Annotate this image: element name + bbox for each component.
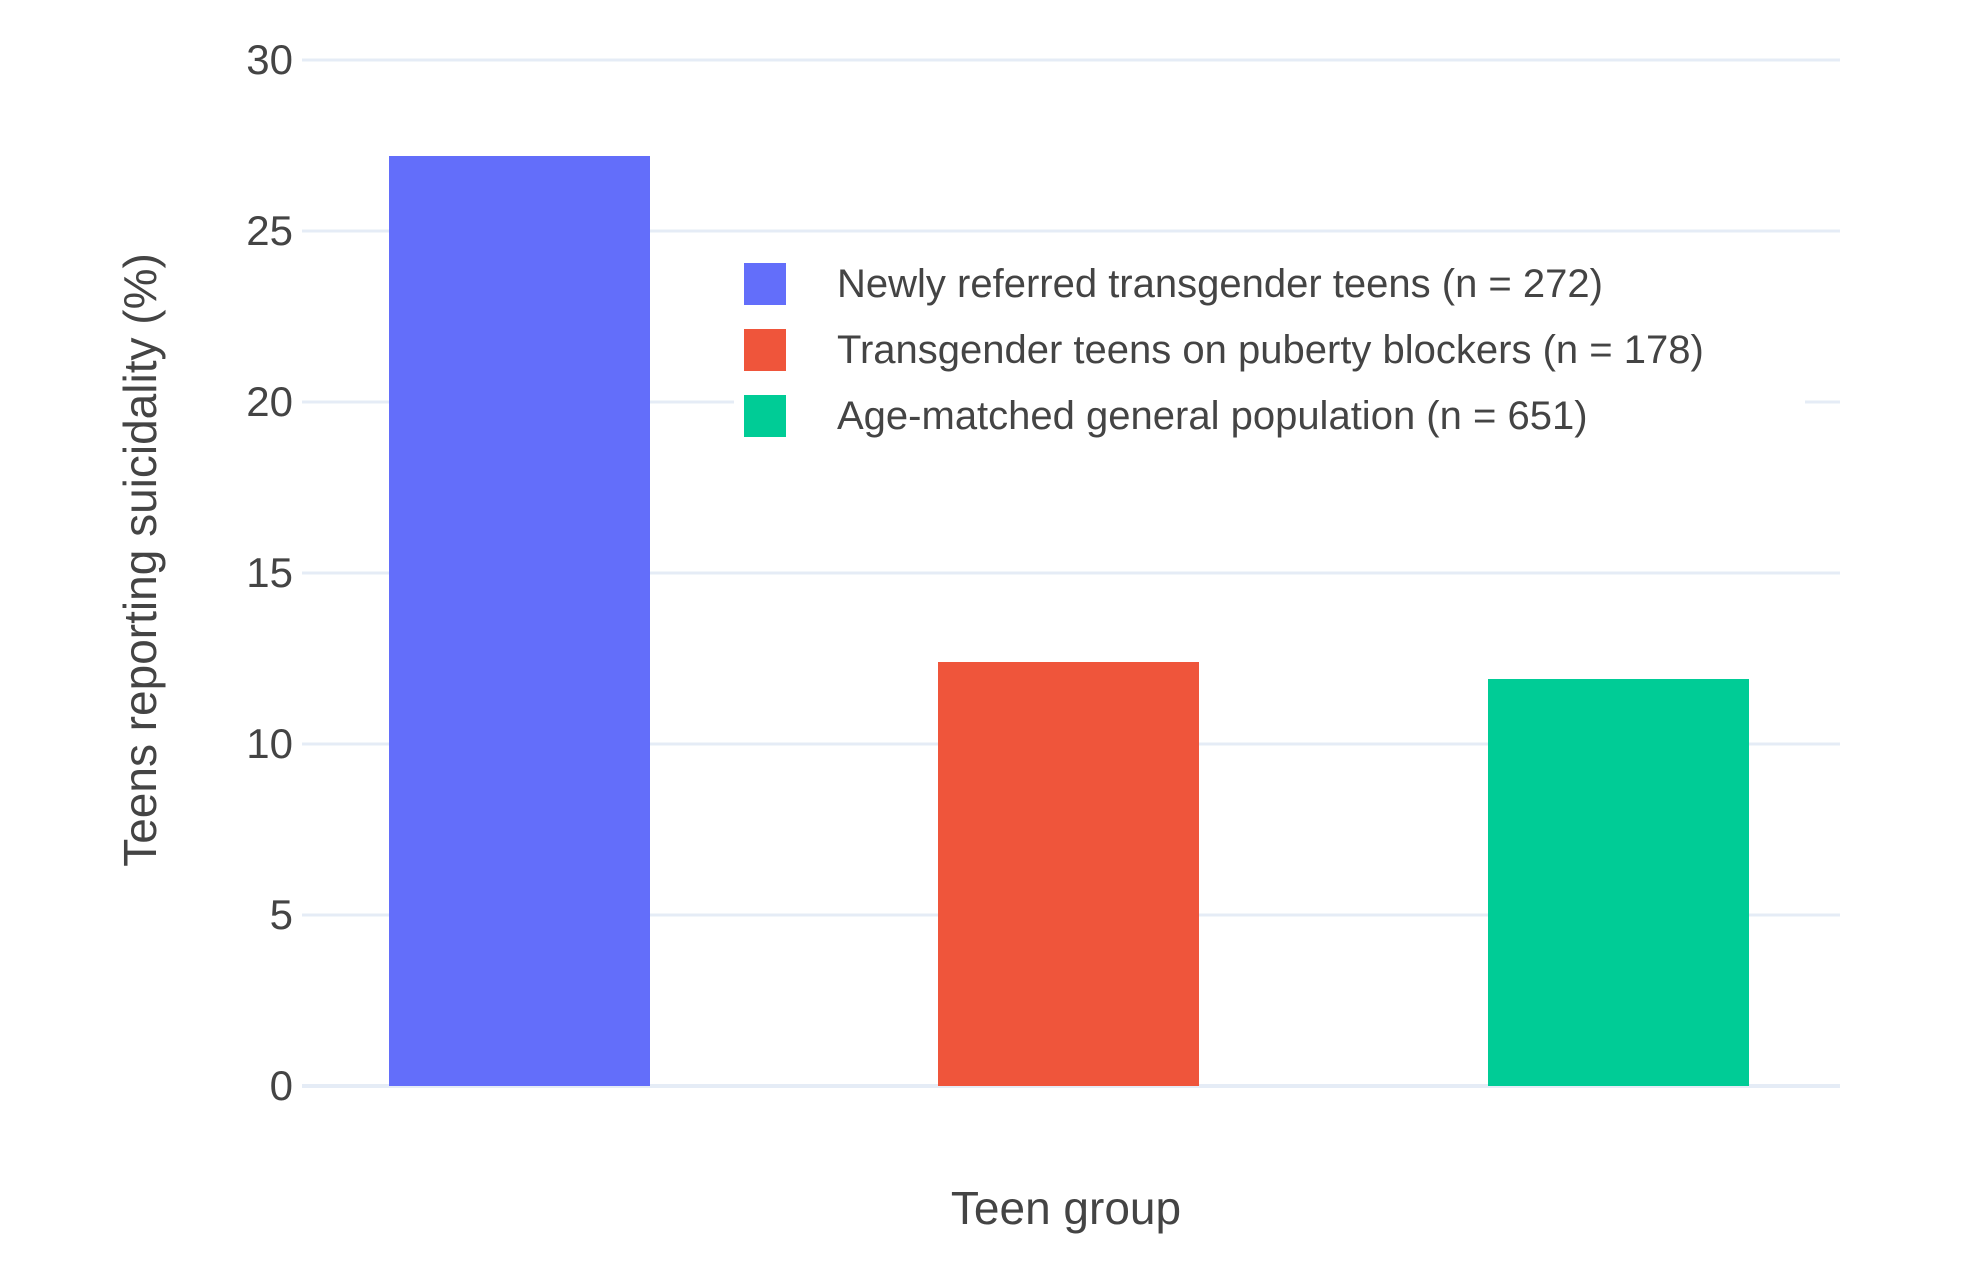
y-tick-label: 30 <box>246 36 293 83</box>
legend: Newly referred transgender teens (n = 27… <box>734 243 1805 457</box>
legend-color-swatch <box>744 263 786 305</box>
bar-transgender-teens-on-puberty-blockers <box>938 662 1199 1086</box>
zero-line <box>302 1084 1840 1088</box>
gridline <box>302 571 1840 575</box>
y-tick-label: 20 <box>246 378 293 425</box>
legend-color-swatch <box>744 329 786 371</box>
legend-label: Transgender teens on puberty blockers (n… <box>837 327 1704 372</box>
y-tick-label: 10 <box>246 720 293 767</box>
legend-item-general-population[interactable]: Age-matched general population (n = 651) <box>734 383 1805 449</box>
gridline <box>302 229 1840 233</box>
legend-label: Age-matched general population (n = 651) <box>837 393 1588 438</box>
legend-color-swatch <box>744 395 786 437</box>
legend-label: Newly referred transgender teens (n = 27… <box>837 261 1603 306</box>
gridline <box>302 58 1840 62</box>
bar-age-matched-general-population <box>1488 679 1749 1086</box>
plot-area: Newly referred transgender teens (n = 27… <box>302 58 1840 1088</box>
legend-item-newly-referred[interactable]: Newly referred transgender teens (n = 27… <box>734 251 1805 317</box>
x-axis-title: Teen group <box>950 1182 1182 1234</box>
bar-newly-referred-transgender-teens <box>389 156 650 1086</box>
y-tick-label: 0 <box>269 1062 293 1109</box>
y-tick-label: 15 <box>246 549 293 596</box>
y-tick-label: 25 <box>246 207 293 254</box>
y-tick-label: 5 <box>269 891 293 938</box>
y-axis-tick-labels: 0 5 10 15 20 25 30 <box>0 0 293 1269</box>
legend-item-puberty-blockers[interactable]: Transgender teens on puberty blockers (n… <box>734 317 1805 383</box>
